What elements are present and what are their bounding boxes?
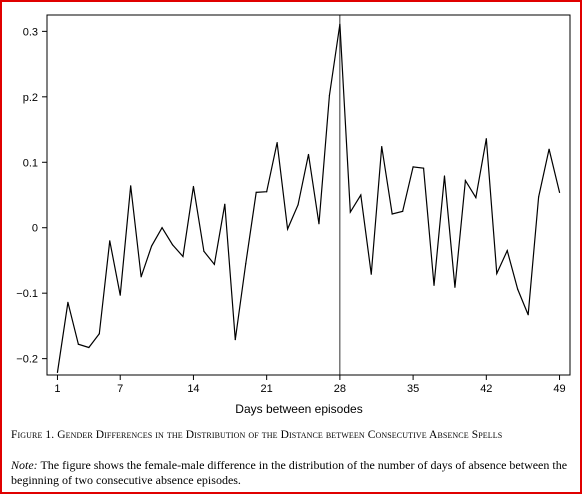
figure-note: Note: The figure shows the female-male d… — [11, 458, 573, 488]
data-points — [56, 23, 561, 373]
data-point — [192, 185, 195, 188]
data-point — [130, 185, 132, 187]
data-point — [370, 273, 372, 275]
x-tick-label: 1 — [54, 383, 60, 395]
data-point — [475, 197, 477, 199]
data-point — [286, 228, 289, 230]
data-point — [245, 263, 247, 265]
data-point — [203, 250, 205, 252]
data-point — [255, 191, 257, 193]
data-point — [171, 244, 174, 246]
data-point — [433, 284, 435, 286]
data-point — [402, 210, 404, 212]
data-point — [464, 180, 466, 182]
data-point — [454, 286, 456, 288]
x-tick-label: 21 — [261, 383, 273, 395]
data-point — [56, 371, 59, 373]
data-point — [234, 339, 236, 341]
data-point — [224, 203, 226, 205]
data-point — [339, 23, 341, 25]
data-point — [349, 211, 351, 213]
data-point — [496, 272, 498, 275]
data-point — [506, 250, 508, 252]
data-point — [307, 153, 310, 156]
data-point — [67, 301, 69, 303]
y-tick-label: 0.3 — [23, 26, 38, 38]
x-tick-label: 35 — [407, 383, 419, 395]
data-point — [391, 213, 393, 215]
x-tick-label: 14 — [187, 383, 199, 395]
series-line — [56, 24, 561, 373]
note-text: The figure shows the female-male differe… — [11, 458, 568, 487]
line-chart: −0.2 −0.1 0 0.1 p.2 0.3 1 7 14 21 28 35 42 49 Days b… — [16, 14, 571, 416]
x-tick-label: 7 — [117, 383, 123, 395]
data-point — [412, 166, 414, 168]
data-point — [297, 204, 299, 206]
x-tick-label: 28 — [334, 383, 346, 395]
x-tick-label: 42 — [480, 383, 492, 395]
data-point — [151, 245, 153, 247]
y-tick-label: −0.1 — [16, 288, 38, 300]
x-axis: 1 7 14 21 28 35 42 49 — [54, 375, 566, 395]
note-label: Note: — [11, 458, 38, 472]
y-tick-label: 0 — [32, 223, 38, 235]
data-point — [266, 191, 268, 193]
data-point — [548, 148, 550, 150]
data-point — [360, 194, 362, 196]
data-point — [119, 294, 121, 296]
y-tick-label: −0.2 — [16, 354, 38, 366]
data-point — [381, 145, 383, 148]
y-tick-label: 0.1 — [23, 157, 38, 169]
data-point — [328, 94, 331, 97]
data-point — [140, 276, 142, 278]
y-tick-label: p.2 — [23, 92, 38, 104]
data-point — [161, 227, 163, 229]
data-point — [77, 343, 79, 345]
data-point — [527, 314, 529, 316]
data-point — [485, 138, 487, 140]
data-point — [88, 346, 90, 349]
x-tick-label: 49 — [553, 383, 565, 395]
data-point — [98, 333, 100, 335]
figure-caption-title: Figure 1. Gender Differences in the Dist… — [11, 429, 503, 441]
x-axis-title: Days between episodes — [235, 402, 362, 416]
data-point — [558, 191, 561, 193]
data-point — [538, 196, 540, 198]
data-point — [422, 167, 425, 169]
data-point — [213, 263, 215, 265]
plot-area — [46, 14, 571, 376]
data-point — [182, 255, 184, 258]
data-point — [517, 288, 519, 290]
data-point — [109, 240, 111, 242]
y-axis: −0.2 −0.1 0 0.1 p.2 0.3 — [16, 26, 47, 366]
data-point — [443, 175, 446, 177]
data-point — [318, 223, 320, 225]
data-point — [276, 142, 278, 144]
